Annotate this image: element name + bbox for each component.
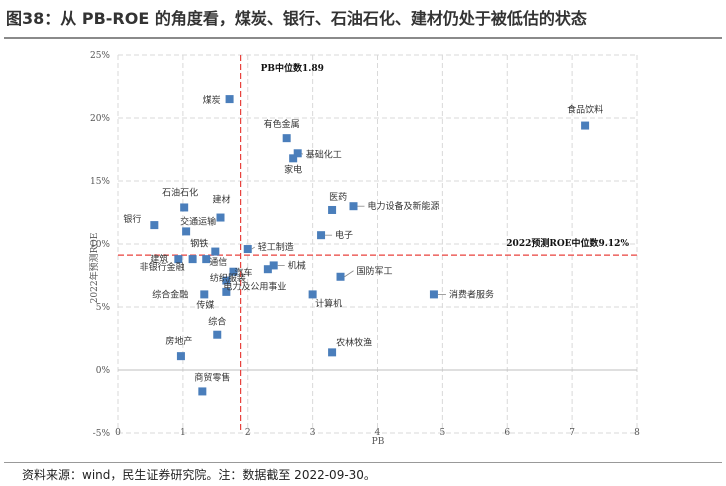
data-label: 轻工制造: [258, 241, 294, 253]
scatter-point: [211, 247, 220, 256]
data-label: 通信: [209, 256, 227, 268]
data-label: 建筑: [150, 253, 168, 265]
scatter-point: [202, 255, 211, 264]
scatter-point: [289, 154, 298, 163]
source-divider: [4, 462, 722, 463]
data-label: 商贸零售: [194, 371, 230, 383]
scatter-point: [225, 95, 234, 104]
data-label: 纺织服装: [210, 272, 246, 284]
data-label-leader: [301, 152, 303, 155]
scatter-point: [180, 203, 189, 212]
data-label: 银行: [123, 213, 141, 225]
scatter-point: [429, 290, 438, 299]
x-tick-label: 5: [440, 428, 446, 438]
scatter-point: [150, 221, 159, 230]
scatter-point: [317, 231, 326, 240]
data-label: 有色金属: [264, 118, 300, 130]
scatter-point: [198, 387, 207, 396]
pb-median-annotation: PB中位数1.89: [261, 62, 324, 74]
y-tick-label: 5%: [96, 303, 111, 313]
source-note: 资料来源：wind，民生证券研究院。注：数据截至 2022-09-30。: [22, 468, 376, 482]
scatter-point: [216, 213, 225, 222]
scatter-point: [293, 149, 302, 158]
data-label: 机械: [288, 259, 306, 271]
point-layer: [150, 95, 590, 396]
data-label: 建材: [212, 194, 230, 206]
x-tick-label: 2: [245, 428, 251, 438]
scatter-point: [222, 276, 231, 285]
data-label-leader: [251, 246, 255, 250]
data-label: 非银行金融: [140, 261, 185, 273]
data-label: 食品饮料: [567, 104, 603, 116]
median-layer: [118, 55, 637, 433]
y-tick-label: 25%: [90, 51, 110, 61]
data-label: 房地产: [165, 335, 192, 347]
y-tick-label: -5%: [93, 429, 111, 439]
data-label: 电力及公用事业: [223, 281, 286, 293]
data-label: 综合金融: [152, 288, 188, 300]
roe-median-annotation: 2022预测ROE中位数9.12%: [506, 237, 629, 249]
scatter-point: [263, 265, 272, 274]
scatter-point: [174, 255, 183, 264]
scatter-point: [581, 121, 590, 130]
scatter-point: [176, 352, 185, 361]
y-tick-label: 15%: [90, 177, 110, 187]
x-tick-label: 8: [634, 428, 640, 438]
scatter-point: [336, 272, 345, 281]
data-label: 石油石化: [162, 186, 198, 198]
scatter-point: [200, 290, 209, 299]
x-tick-label: 7: [569, 428, 575, 438]
scatter-point: [188, 255, 197, 264]
scatter-point: [328, 205, 337, 214]
x-tick-label: 6: [504, 428, 510, 438]
tick-layer: 0 1 2 3 4 5 6 7 8 -5% 0% 5% 10% 15% 20% 25%: [90, 51, 640, 439]
data-label: 钢铁: [190, 238, 208, 250]
y-tick-label: 0%: [96, 366, 111, 376]
scatter-point: [182, 227, 191, 236]
y-axis-title: 2022年预测ROE: [88, 233, 100, 304]
data-label: 医药: [329, 192, 347, 203]
scatter-point: [213, 330, 222, 339]
pb-roe-scatter-chart: 0 1 2 3 4 5 6 7 8 -5% 0% 5% 10% 15% 20% 25% PB中位数1.89 20…: [88, 51, 640, 447]
x-axis-title: PB: [372, 437, 385, 447]
scatter-point: [328, 348, 337, 357]
scatter-point: [269, 261, 278, 270]
data-label: 综合: [208, 316, 226, 328]
scatter-point: [229, 267, 238, 276]
y-tick-label: 20%: [90, 114, 110, 124]
figure-title: 图38：从 PB-ROE 的角度看，煤炭、银行、石油石化、建材仍处于被低估的状态: [6, 9, 587, 28]
data-label: 农林牧渔: [336, 336, 372, 348]
data-label: 交通运输: [180, 215, 216, 227]
scatter-point: [308, 290, 317, 299]
data-label: 传媒: [196, 299, 214, 311]
x-tick-label: 1: [180, 428, 186, 438]
scatter-point: [243, 245, 252, 254]
scatter-point: [222, 287, 231, 296]
data-label: 计算机: [315, 297, 342, 309]
x-tick-label: 3: [310, 428, 316, 438]
title-divider: [4, 37, 722, 39]
data-label: 家电: [284, 163, 302, 175]
y-tick-label: 10%: [90, 240, 110, 250]
scatter-point: [349, 202, 358, 211]
data-label: 电力设备及新能源: [367, 200, 439, 212]
x-tick-label: 4: [375, 428, 381, 438]
data-label: 消费者服务: [449, 288, 494, 300]
data-label: 电子: [335, 229, 353, 241]
label-layer: PB中位数1.89 2022预测ROE中位数9.12% 食品饮料 煤炭有色金属基础化工…: [123, 62, 629, 383]
data-label: 汽车: [234, 267, 252, 279]
data-label: 煤炭: [203, 94, 221, 106]
data-label: 基础化工: [306, 148, 342, 160]
data-label: 国防军工: [357, 265, 393, 277]
scatter-point: [282, 134, 291, 143]
grid-layer: [117, 54, 638, 434]
data-label-leader: [344, 270, 354, 278]
x-tick-label: 0: [115, 428, 121, 438]
